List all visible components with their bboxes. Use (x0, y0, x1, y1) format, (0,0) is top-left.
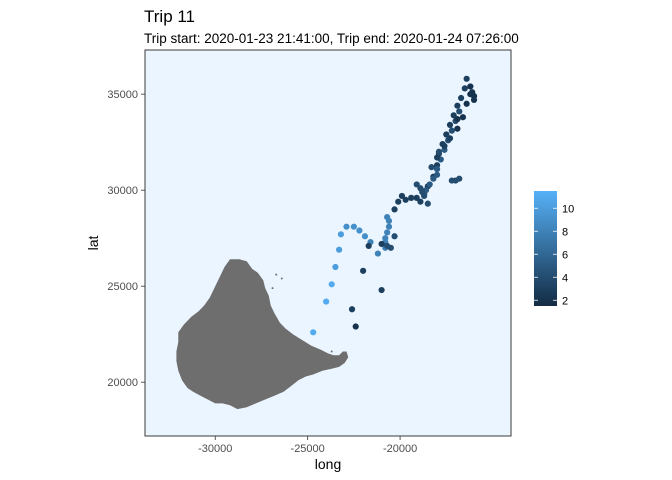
y-axis: 20000 25000 30000 35000 (107, 89, 145, 389)
y-tick-label: 35000 (107, 89, 138, 101)
x-tick-label: -20000 (383, 443, 417, 455)
data-point (310, 329, 317, 336)
x-axis-title: long (315, 456, 341, 472)
data-point (348, 306, 356, 313)
data-point (456, 108, 463, 115)
data-point (426, 181, 433, 188)
y-axis-title: lat (85, 236, 101, 251)
data-point (428, 164, 435, 171)
data-point (459, 114, 467, 121)
data-point (323, 298, 330, 305)
panel-border (144, 49, 512, 437)
legend-tick-label: 8 (562, 226, 568, 238)
legend-tick-label: 10 (562, 203, 574, 215)
data-point (424, 200, 431, 207)
data-point (378, 240, 385, 248)
data-point (433, 154, 441, 161)
data-point (384, 213, 391, 221)
data-point (446, 121, 454, 128)
data-point (387, 244, 394, 251)
islet (280, 277, 283, 280)
data-point (454, 116, 461, 123)
x-tick-label: -25000 (291, 443, 325, 455)
data-point (417, 185, 424, 192)
data-point (374, 250, 382, 257)
data-point (385, 223, 393, 230)
data-point (454, 125, 461, 132)
y-tick-label: 30000 (107, 185, 138, 197)
legend-tick-label: 2 (562, 295, 568, 307)
land-mass (176, 259, 349, 410)
data-point (408, 194, 415, 201)
data-point (335, 246, 343, 253)
data-point (470, 96, 478, 104)
legend-colorbar (534, 191, 557, 306)
islet (275, 273, 278, 276)
data-point (421, 192, 428, 200)
data-point (402, 196, 409, 203)
data-point (356, 227, 363, 234)
data-point (433, 165, 441, 173)
data-point (398, 192, 406, 200)
legend-tick-label: 4 (562, 272, 568, 284)
data-point (360, 267, 367, 274)
data-point (430, 175, 437, 182)
data-point (417, 198, 424, 205)
data-point (384, 229, 391, 236)
islet-layer (271, 273, 333, 353)
data-point (361, 233, 369, 240)
data-point (467, 91, 474, 98)
data-point (378, 286, 385, 294)
data-point (450, 112, 457, 119)
data-point (454, 102, 461, 109)
legend-tick-label: 6 (562, 249, 568, 261)
data-point (352, 323, 359, 330)
data-point (391, 206, 398, 213)
data-point (441, 142, 448, 150)
plot-panel (144, 49, 512, 437)
data-point (435, 148, 443, 155)
y-tick-label: 25000 (107, 281, 138, 293)
islet (271, 287, 274, 290)
data-point (395, 198, 402, 205)
chart-title: Trip 11 (144, 7, 195, 26)
chart-subtitle: Trip start: 2020-01-23 21:41:00, Trip en… (144, 31, 519, 46)
y-tick-label: 20000 (107, 377, 138, 389)
data-point (332, 263, 339, 271)
data-point (343, 223, 350, 230)
legend-ticks: 2 4 6 8 10 (534, 203, 574, 307)
x-axis: -30000 -25000 -20000 (198, 436, 417, 455)
data-point (446, 135, 454, 142)
data-point (337, 231, 345, 238)
points-layer (310, 75, 478, 336)
data-point (457, 94, 465, 102)
data-point (463, 100, 470, 107)
data-point (391, 233, 398, 240)
data-point (461, 85, 468, 92)
x-tick-label: -30000 (198, 443, 232, 455)
data-point (413, 194, 420, 201)
data-point (443, 131, 450, 138)
data-point (467, 83, 474, 90)
data-point (365, 242, 372, 249)
data-point (382, 235, 389, 242)
data-point (350, 223, 357, 230)
data-point (433, 171, 441, 178)
data-point (463, 75, 470, 82)
color-legend: 2 4 6 8 10 (534, 191, 574, 307)
islet (330, 350, 333, 353)
data-point (413, 181, 420, 188)
data-point (448, 127, 455, 134)
data-point (328, 281, 335, 288)
data-point (456, 175, 463, 182)
